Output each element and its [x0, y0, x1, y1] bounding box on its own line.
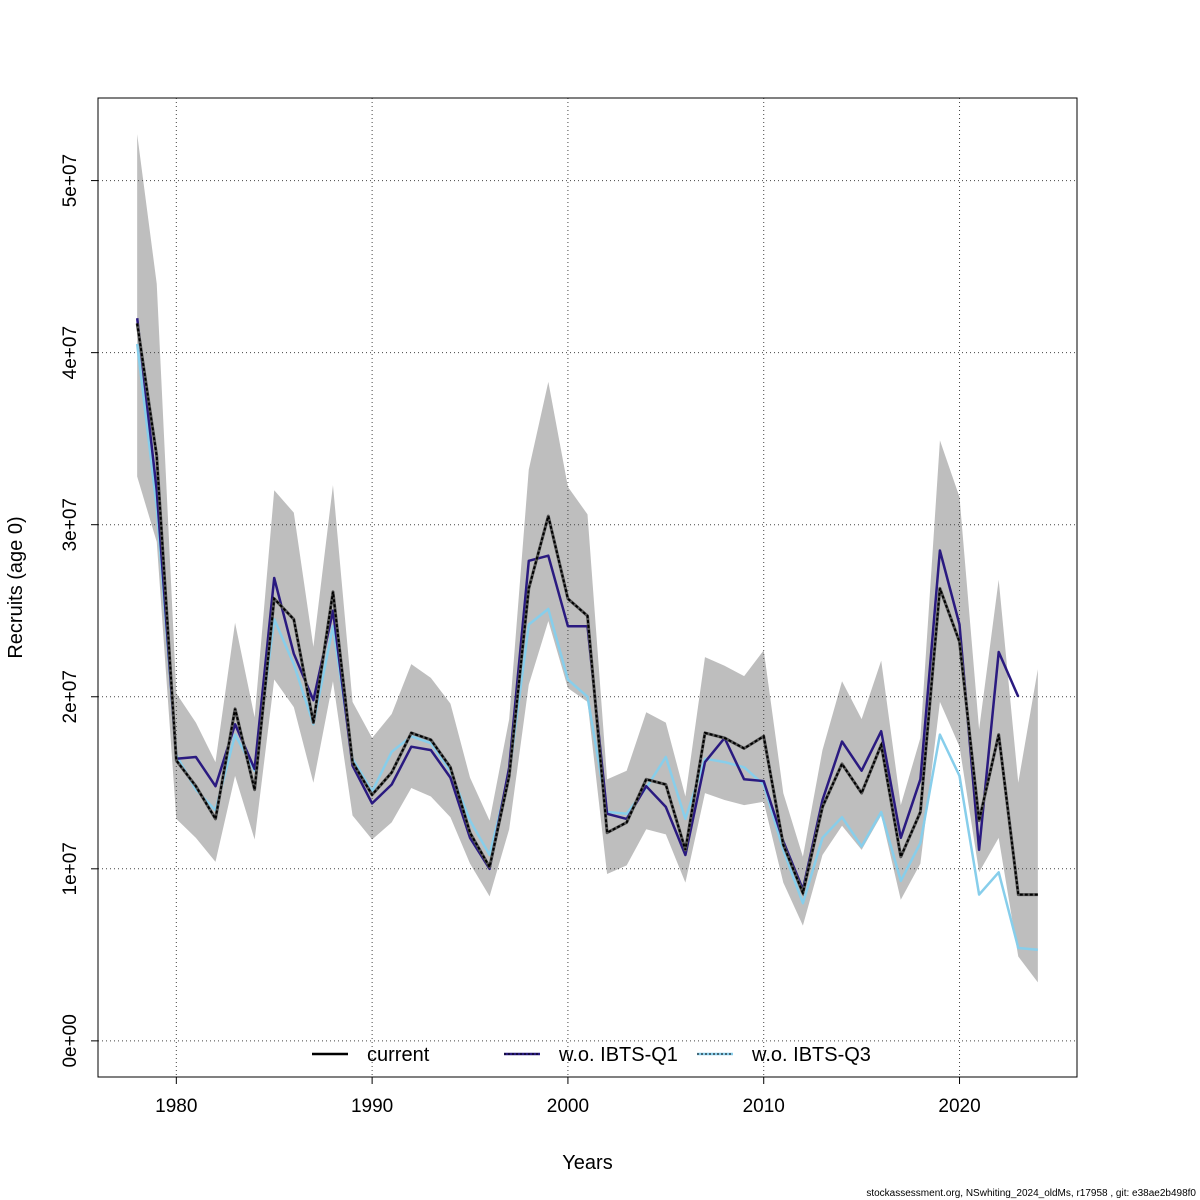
- confidence-band: [137, 134, 1038, 983]
- series-layer: [135, 318, 1038, 951]
- series-line-w-o-ibts-q3: [135, 343, 1038, 951]
- y-tick-label: 1e+07: [60, 842, 81, 895]
- x-tick-label: 1990: [351, 1096, 393, 1117]
- y-axis-title: Recruits (age 0): [5, 516, 27, 658]
- y-tick-label: 3e+07: [60, 498, 81, 551]
- legend-label-current: current: [367, 1044, 430, 1066]
- x-tick-label: 2010: [743, 1096, 785, 1117]
- x-tick-label: 1980: [155, 1096, 197, 1117]
- x-axis-title: Years: [562, 1152, 612, 1174]
- y-tick-label: 4e+07: [60, 326, 81, 379]
- legend-label-w-o-ibts-q3: w.o. IBTS-Q3: [751, 1044, 871, 1066]
- footer-note: stockassessment.org, NSwhiting_2024_oldM…: [866, 1188, 1196, 1199]
- legend: current w.o. IBTS-Q1 w.o. IBTS-Q3: [312, 1044, 871, 1066]
- y-tick-label: 5e+07: [60, 154, 81, 207]
- axes-layer: 1980 1990 2000 2010 2020 0e+00 1e+07 2e+07 3e+07…: [60, 154, 981, 1117]
- ci-band-layer: [137, 134, 1038, 983]
- x-tick-label: 2020: [938, 1096, 980, 1117]
- x-tick-label: 2000: [547, 1096, 589, 1117]
- series-line-w-o-ibts-q1: [135, 318, 1020, 891]
- series-line-current: [136, 323, 1038, 897]
- y-tick-label: 2e+07: [60, 670, 81, 723]
- plot-frame: [97, 97, 1078, 1078]
- legend-label-w-o-ibts-q1: w.o. IBTS-Q1: [558, 1044, 678, 1066]
- y-tick-label: 0e+00: [60, 1014, 81, 1067]
